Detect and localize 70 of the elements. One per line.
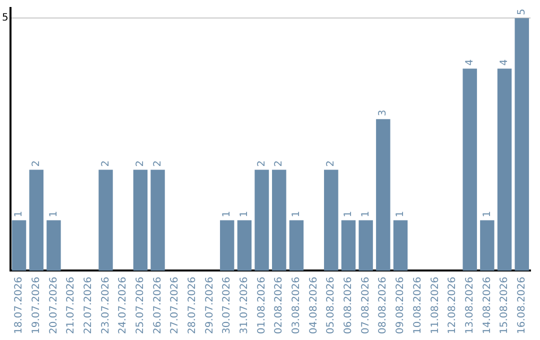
data-label: 2 (30, 160, 42, 167)
data-label: 1 (395, 210, 406, 218)
data-label: 1 (239, 210, 250, 218)
x-tick-label: 11.08.2026 (430, 276, 441, 334)
bar (133, 170, 148, 271)
bar (289, 220, 304, 271)
data-label: 5 (516, 8, 528, 16)
data-label: 2 (256, 160, 268, 167)
bar (497, 68, 512, 271)
bar (98, 170, 113, 271)
x-tick-label: 02.08.2026 (274, 276, 285, 334)
x-tick-label: 05.08.2026 (326, 276, 337, 334)
x-tick-label: 22.07.2026 (82, 276, 94, 334)
x-tick-label: 25.07.2026 (135, 276, 146, 334)
x-tick-label: 09.08.2026 (395, 276, 406, 334)
x-tick-label: 04.08.2026 (308, 276, 320, 334)
x-tick-label: 31.07.2026 (239, 276, 250, 334)
bar (237, 220, 252, 271)
x-tick-label: 06.08.2026 (343, 276, 354, 334)
data-label: 2 (326, 160, 337, 167)
x-tick-label: 13.08.2026 (464, 276, 476, 334)
bar (46, 220, 61, 271)
x-tick-label: 29.07.2026 (204, 276, 216, 334)
bar (358, 220, 373, 271)
data-label: 2 (135, 160, 146, 167)
x-tick-label: 03.08.2026 (291, 276, 302, 334)
x-tick-label: 18.07.2026 (14, 276, 25, 334)
data-label: 2 (100, 160, 112, 167)
bar (220, 220, 234, 271)
x-tick-label: 01.08.2026 (256, 276, 268, 334)
bar (462, 68, 477, 271)
x-tick-label: 24.07.2026 (118, 276, 129, 334)
bar (393, 220, 408, 271)
x-tick-label: 21.07.2026 (66, 276, 77, 334)
x-tick-label: 20.07.2026 (48, 276, 60, 334)
x-tick-label: 16.08.2026 (516, 276, 528, 334)
bar (272, 170, 286, 271)
x-tick-label: 12.08.2026 (447, 276, 458, 334)
data-label: 1 (222, 210, 233, 218)
x-tick-label: 28.07.2026 (187, 276, 198, 334)
data-label: 3 (378, 110, 389, 116)
x-tick-label: 27.07.2026 (170, 276, 181, 334)
bar (514, 18, 529, 271)
bar (341, 220, 356, 271)
bar (480, 220, 494, 271)
x-tick-label: 10.08.2026 (412, 276, 424, 334)
x-tick-label: 19.07.2026 (30, 276, 42, 334)
data-label: 1 (482, 210, 493, 218)
data-label: 4 (499, 59, 510, 66)
x-tick-label: 30.07.2026 (222, 276, 233, 334)
bar (254, 170, 269, 271)
data-label: 1 (48, 210, 60, 218)
bar (376, 119, 390, 271)
data-label: 1 (291, 210, 302, 218)
x-tick-label: 26.07.2026 (152, 276, 164, 334)
data-label: 2 (274, 160, 285, 167)
x-tick-label: 14.08.2026 (482, 276, 493, 334)
data-label: 1 (343, 210, 354, 218)
x-tick-label: 07.08.2026 (360, 276, 372, 334)
bar (324, 170, 338, 271)
x-tick-label: 15.08.2026 (499, 276, 510, 334)
x-tick-label: 08.08.2026 (378, 276, 389, 334)
data-label: 1 (14, 210, 25, 218)
data-label: 4 (464, 59, 476, 66)
data-label: 1 (360, 210, 372, 218)
bar (12, 220, 26, 271)
data-label: 2 (152, 160, 164, 167)
x-tick-label: 23.07.2026 (100, 276, 112, 334)
bar (29, 170, 44, 271)
bar (150, 170, 165, 271)
